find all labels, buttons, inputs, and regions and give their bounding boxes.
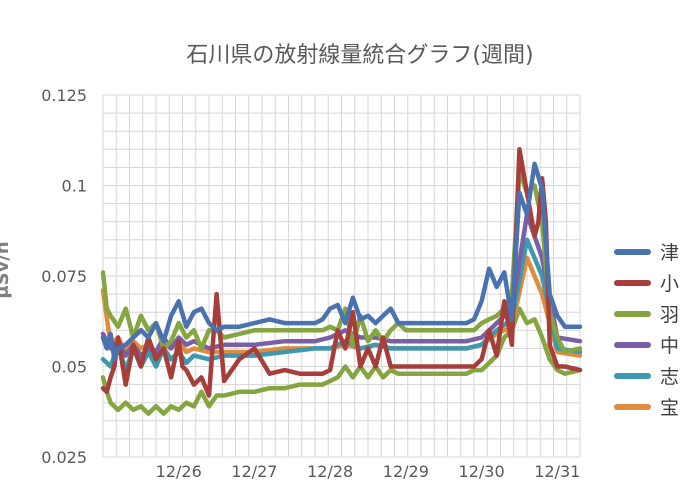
x-tick-label: 12/31 [534,462,580,481]
legend-label: 羽 [660,304,679,326]
y-tick-label: 0.05 [51,358,87,377]
x-tick-label: 12/28 [307,462,353,481]
y-axis-label: μSv/h [0,241,13,298]
y-tick-label: 0.125 [41,86,87,105]
y-tick-labels: 0.125 0.1 0.075 0.05 0.025 [41,86,87,467]
legend-label: 宝 [660,397,679,419]
legend-label: 津 [660,242,679,264]
series-line [100,306,583,416]
x-tick-label: 12/29 [383,462,429,481]
series-line [100,161,583,362]
x-tick-label: 12/26 [156,462,202,481]
legend-label: 中 [660,335,679,357]
legend-label: 小 [660,273,679,295]
chart-title: 石川県の放射線量統合グラフ(週間) [186,43,533,68]
legend-label: 志 [660,366,679,388]
y-tick-label: 0.025 [41,448,87,467]
x-tick-label: 12/30 [459,462,505,481]
y-tick-label: 0.1 [62,177,87,196]
x-tick-label: 12/27 [231,462,277,481]
series-lines [100,147,583,416]
grid [102,94,581,458]
x-tick-labels: 12/26 12/27 12/28 12/29 12/30 12/31 [156,462,581,481]
y-tick-label: 0.075 [41,267,87,286]
